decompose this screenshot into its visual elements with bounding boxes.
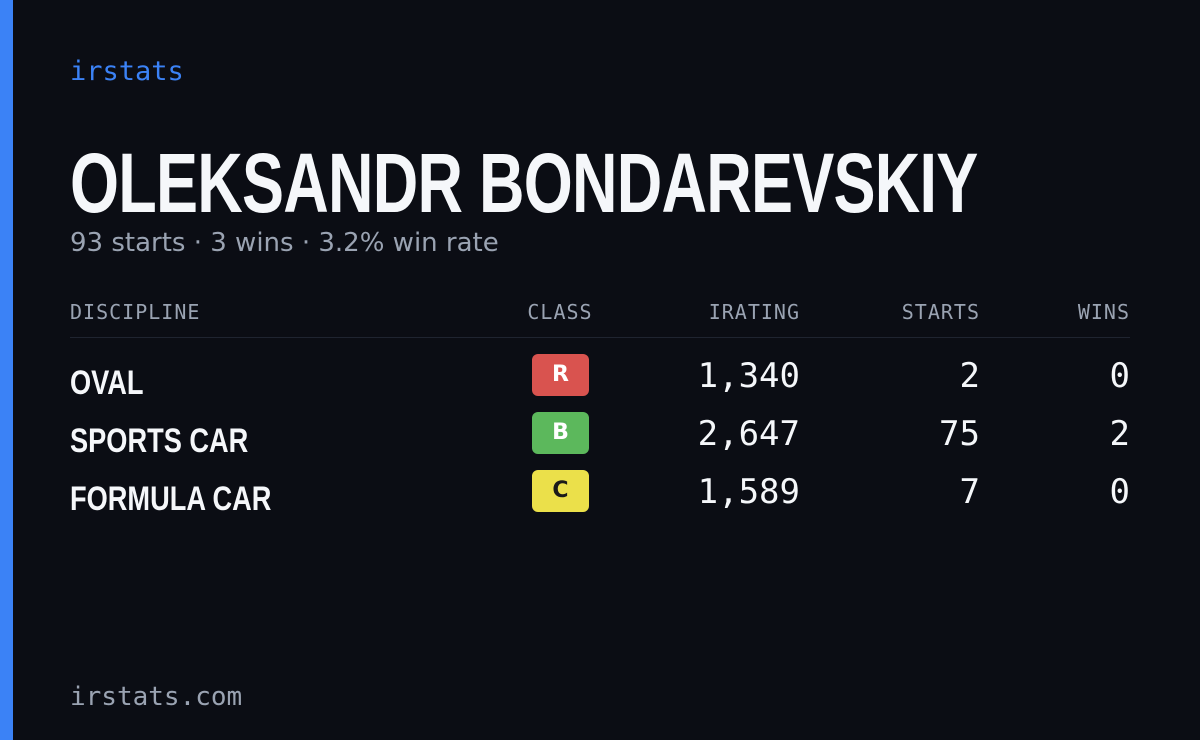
irating: 1,589 [697,472,800,512]
class-badge: R [532,354,589,396]
discipline: FORMULA CAR [70,480,272,518]
column-header: IRATING [708,300,800,324]
column-header: WINS [1077,300,1130,324]
starts: 75 [939,414,980,454]
driver-name: OLEKSANDR BONDAREVSKIY [70,136,978,230]
column-header: STARTS [901,300,980,324]
irating: 1,340 [697,356,800,396]
summary: 93 starts · 3 wins · 3.2% win rate [70,228,499,258]
column-header: CLASS [527,300,593,324]
starts: 2 [959,356,980,396]
class-badge: B [532,412,589,454]
header-rule [70,337,1130,338]
column-header: DISCIPLINE [70,300,201,324]
wins: 2 [1109,414,1130,454]
footer-url: irstats.com [70,682,243,712]
wins: 0 [1109,356,1130,396]
irating: 2,647 [697,414,800,454]
brand: irstats [70,56,184,87]
wins: 0 [1109,472,1130,512]
starts: 7 [959,472,980,512]
discipline: OVAL [70,364,144,402]
class-badge: C [532,470,589,512]
discipline: SPORTS CAR [70,422,249,460]
accent-bar [0,0,13,740]
